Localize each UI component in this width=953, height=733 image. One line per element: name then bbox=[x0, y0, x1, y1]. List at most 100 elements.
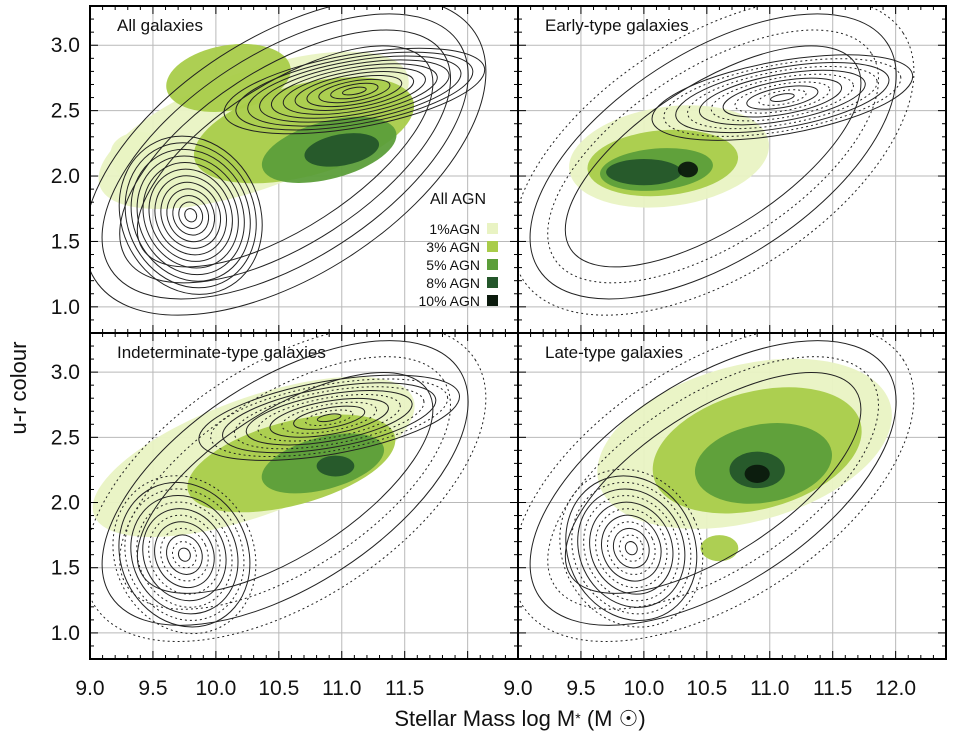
contour-line bbox=[770, 93, 795, 102]
agn-region bbox=[700, 535, 739, 562]
agn-fraction-fill bbox=[569, 105, 770, 208]
agn-fraction-fill bbox=[597, 358, 892, 562]
contour-line bbox=[698, 69, 866, 126]
contour-line bbox=[154, 521, 215, 589]
contour-line bbox=[746, 85, 819, 110]
contour-line bbox=[293, 405, 366, 430]
agn-region bbox=[606, 159, 682, 186]
galaxy-density-contours bbox=[90, 6, 487, 316]
legend-swatch bbox=[487, 277, 498, 288]
contour-line bbox=[172, 195, 210, 236]
contour-line bbox=[342, 86, 367, 96]
galaxy-density-contours bbox=[518, 333, 915, 642]
x-tick-label: 9.5 bbox=[566, 677, 595, 700]
contour-line bbox=[758, 89, 807, 106]
x-tick-label: 11.5 bbox=[385, 677, 424, 700]
contour-envelope bbox=[101, 13, 469, 300]
legend-entry-label: 3% AGN bbox=[426, 239, 480, 255]
contour-line bbox=[148, 168, 233, 262]
contour-envelope bbox=[90, 6, 487, 316]
agn-region bbox=[744, 464, 770, 483]
contour-line bbox=[734, 81, 831, 114]
contour-line bbox=[233, 386, 425, 450]
contour-line bbox=[166, 188, 216, 243]
contour-envelope bbox=[101, 340, 469, 626]
x-tick-label: 9.0 bbox=[75, 677, 104, 700]
legend: All AGN 1%AGN 3% AGN 5% AGN 8% AGN 10% AGN bbox=[419, 191, 498, 309]
legend-swatch bbox=[487, 241, 498, 252]
contour-line bbox=[112, 475, 257, 635]
panels-group: All galaxies 1.0 1.5 2.0 2.5 3.0 Early-type ga… bbox=[51, 5, 947, 700]
y-tick-label: 1.0 bbox=[51, 622, 80, 645]
contour-envelope bbox=[136, 372, 434, 594]
legend-title: All AGN bbox=[430, 191, 486, 208]
x-tick-label: 9.0 bbox=[503, 677, 532, 700]
x-axis-label-main: Stellar Mass log M bbox=[394, 706, 575, 731]
contour-line bbox=[571, 481, 692, 615]
legend-entry-label: 1%AGN bbox=[429, 221, 480, 237]
legend-swatch bbox=[487, 259, 498, 270]
contour-line bbox=[687, 65, 878, 130]
contour-line bbox=[148, 514, 221, 595]
contour-line bbox=[318, 78, 391, 104]
contour-line bbox=[281, 401, 378, 434]
contour-line bbox=[142, 508, 227, 602]
contour-line bbox=[618, 534, 644, 562]
x-tick-label: 11.0 bbox=[322, 677, 361, 700]
contour-line bbox=[316, 413, 342, 423]
contour-line bbox=[330, 82, 379, 100]
galaxy-density-contours bbox=[90, 333, 487, 642]
legend-swatch bbox=[487, 295, 498, 306]
contour-envelope bbox=[90, 333, 487, 642]
contour-envelope bbox=[518, 6, 915, 316]
y-tick-label: 3.0 bbox=[51, 361, 80, 384]
contour-line bbox=[624, 541, 638, 556]
contour-line bbox=[559, 468, 704, 628]
y-tick-label: 2.0 bbox=[51, 165, 80, 188]
contour-line bbox=[675, 62, 890, 134]
panel-2: Early-type galaxies bbox=[517, 5, 947, 334]
contour-envelope bbox=[564, 45, 862, 268]
contour-envelope bbox=[564, 372, 862, 594]
y-tick-label: 2.5 bbox=[51, 426, 80, 449]
y-tick-label: 2.0 bbox=[51, 492, 80, 515]
y-tick-label: 2.5 bbox=[51, 100, 80, 123]
contour-envelope bbox=[547, 356, 879, 610]
contour-line bbox=[177, 547, 191, 562]
x-axis-label: Stellar Mass log M* (M ☉) bbox=[394, 706, 645, 731]
contour-line bbox=[663, 58, 902, 137]
contour-line bbox=[166, 534, 203, 575]
contour-envelope bbox=[119, 356, 451, 610]
contour-line bbox=[710, 73, 854, 122]
x-tick-label: 11.5 bbox=[813, 677, 852, 700]
contour-line bbox=[651, 54, 914, 141]
agn-region bbox=[166, 43, 291, 112]
contour-line bbox=[612, 527, 650, 569]
contour-line bbox=[172, 541, 197, 569]
contour-line bbox=[565, 475, 698, 621]
contour-envelope bbox=[529, 340, 897, 626]
galaxy-density-contours bbox=[518, 6, 915, 316]
agn-fraction-fill bbox=[98, 43, 415, 209]
contour-line bbox=[118, 135, 263, 295]
contour-envelope bbox=[547, 29, 880, 284]
x-tick-label: 12.0 bbox=[875, 677, 916, 700]
x-tick-label: 11.0 bbox=[750, 677, 789, 700]
y-axis-label: u-r colour bbox=[6, 342, 31, 435]
x-tick-label: 9.5 bbox=[138, 677, 167, 700]
contour-line bbox=[222, 382, 437, 454]
sun-symbol-icon: ☉ bbox=[619, 706, 639, 731]
x-tick-label: 10.0 bbox=[195, 677, 236, 700]
contour-line bbox=[130, 495, 239, 615]
contour-line bbox=[247, 55, 462, 127]
panel-title: Indeterminate-type galaxies bbox=[117, 343, 326, 362]
contour-line bbox=[306, 74, 403, 108]
contour-line bbox=[136, 155, 245, 276]
x-tick-label: 10.5 bbox=[258, 677, 299, 700]
contour-line bbox=[160, 181, 221, 249]
contour-line bbox=[178, 201, 204, 229]
contour-line bbox=[184, 208, 198, 223]
contour-line bbox=[595, 508, 668, 589]
legend-swatch bbox=[487, 223, 498, 234]
